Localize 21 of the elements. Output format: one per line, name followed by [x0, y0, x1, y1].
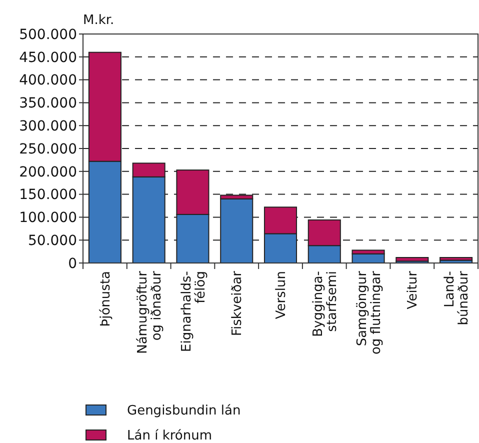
y-tick-label: 200.000 — [19, 164, 77, 180]
y-tick-label: 150.000 — [19, 187, 77, 204]
x-tick-label: Veitur — [406, 270, 421, 310]
y-tick-label: 500.000 — [19, 26, 77, 43]
x-tick-label: Námugröftur og iðnaður — [135, 270, 164, 354]
y-tick-label: 300.000 — [19, 118, 77, 134]
x-tick-label: Fiskveiðar — [230, 270, 246, 336]
y-tick-label: 350.000 — [19, 96, 77, 112]
x-tick-label: Bygginga- starfsemi — [310, 270, 340, 337]
y-tick-label: 0 — [68, 256, 77, 272]
y-tick-label: 250.000 — [19, 141, 77, 158]
legend-label: Gengisbundin lán — [127, 404, 241, 419]
x-tick-label: Verslun — [274, 271, 290, 320]
y-tick-label: 50.000 — [28, 233, 77, 249]
legend-label: Lán í krónum — [127, 428, 212, 443]
x-tick-label: Þjónusta — [98, 271, 114, 327]
x-tick-label: Land- búnaður — [442, 270, 472, 326]
y-tick-label: 450.000 — [19, 50, 77, 66]
y-axis-title: M.kr. — [83, 13, 114, 28]
y-tick-label: 400.000 — [19, 72, 77, 89]
y-tick-label: 100.000 — [19, 210, 77, 226]
